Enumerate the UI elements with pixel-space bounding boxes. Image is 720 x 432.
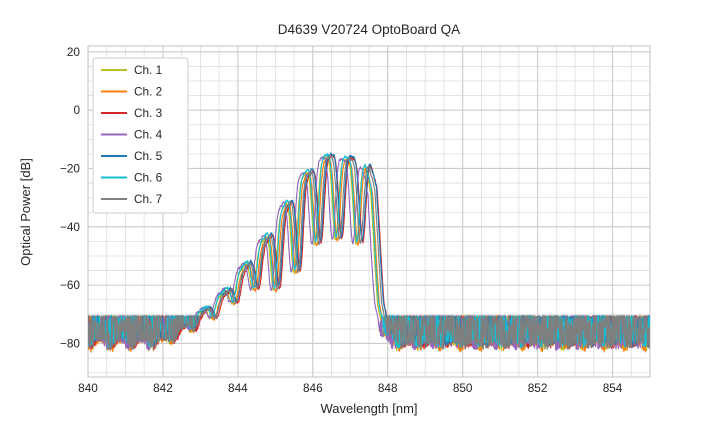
x-tick-labels: 840 842 844 846 848 850 852 854 <box>78 381 623 395</box>
x-tick-label: 852 <box>528 381 548 395</box>
legend-item: Ch. 7 <box>101 192 162 206</box>
legend-item: Ch. 4 <box>101 128 163 142</box>
plot-frame <box>87 45 651 378</box>
legend-box <box>92 57 189 214</box>
legend-label: Ch. 2 <box>134 85 162 99</box>
y-tick-labels: 20 0 −20 −40 −60 −80 <box>60 45 80 351</box>
x-tick-label: 842 <box>153 381 173 395</box>
trace-ch-7 <box>88 155 650 351</box>
legend-item: Ch. 2 <box>101 85 162 99</box>
legend-label: Ch. 5 <box>134 149 163 163</box>
legend-label: Ch. 3 <box>134 106 163 120</box>
y-tick-label: 20 <box>67 45 81 59</box>
legend-item: Ch. 5 <box>101 149 163 163</box>
y-axis-label: Optical Power [dB] <box>18 158 33 266</box>
y-tick-label: −80 <box>60 336 80 350</box>
x-tick-label: 840 <box>78 381 98 395</box>
legend-label: Ch. 1 <box>134 63 162 77</box>
x-tick-label: 850 <box>453 381 473 395</box>
legend-item: Ch. 3 <box>101 106 163 120</box>
x-tick-label: 844 <box>228 381 248 395</box>
x-tick-label: 846 <box>303 381 323 395</box>
x-axis-label: Wavelength [nm] <box>320 401 417 416</box>
x-tick-label: 848 <box>378 381 398 395</box>
y-tick-label: −40 <box>60 220 80 234</box>
channel-traces <box>88 152 650 353</box>
legend-label: Ch. 6 <box>134 171 163 185</box>
legend-item: Ch. 6 <box>101 171 163 185</box>
chart-title: D4639 V20724 OptoBoard QA <box>278 22 460 37</box>
legend-label: Ch. 4 <box>134 128 163 142</box>
legend: Ch. 1 Ch. 2 Ch. 3 Ch. 4 Ch. 5 Ch. 6 Ch. 7 <box>92 57 189 214</box>
y-tick-label: −20 <box>60 161 80 175</box>
legend-item: Ch. 1 <box>101 63 162 77</box>
legend-label: Ch. 7 <box>134 192 162 206</box>
x-tick-label: 854 <box>603 381 623 395</box>
y-tick-label: −60 <box>60 278 80 292</box>
y-tick-label: 0 <box>73 103 80 117</box>
